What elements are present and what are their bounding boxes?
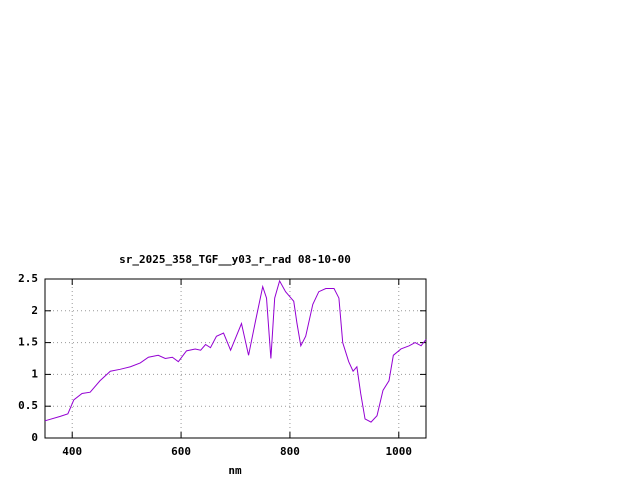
plot-border (44, 278, 427, 439)
x-tick-label: 600 (171, 445, 191, 458)
y-tick-label: 0 (31, 431, 38, 444)
y-tick-label: 1 (31, 367, 38, 380)
x-axis-label: nm (228, 464, 242, 477)
chart-title: sr_2025_358_TGF__y03_r_rad 08-10-00 (119, 253, 351, 266)
x-tick-label: 800 (280, 445, 300, 458)
data-line (44, 279, 427, 423)
x-tick-label: 400 (62, 445, 82, 458)
y-tick-label: 0.5 (18, 399, 38, 412)
y-tick-label: 2.5 (18, 272, 38, 285)
y-tick-label: 2 (31, 304, 38, 317)
y-tick-label: 1.5 (18, 336, 38, 349)
x-tick-label: 1000 (386, 445, 413, 458)
